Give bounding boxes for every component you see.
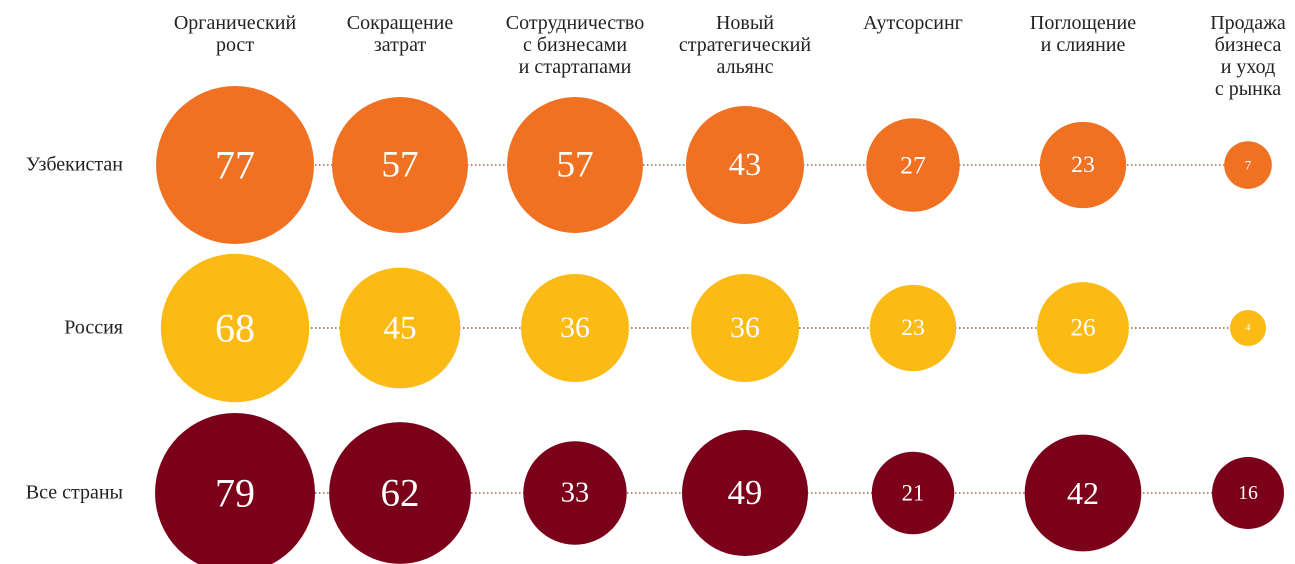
bubble <box>160 253 310 403</box>
bubble <box>339 267 461 389</box>
value-label: 23 <box>1071 152 1095 178</box>
value-label: 4 <box>1246 323 1251 334</box>
bubble <box>523 441 627 545</box>
value-label: 42 <box>1067 475 1099 511</box>
value-label: 45 <box>383 310 416 347</box>
bubble <box>1224 141 1272 189</box>
bubble <box>1212 457 1284 529</box>
bubble <box>1230 310 1266 346</box>
value-label: 27 <box>900 151 926 180</box>
bubble <box>685 105 805 225</box>
value-label: 33 <box>561 478 589 509</box>
value-label: 68 <box>215 306 255 351</box>
bubble <box>869 284 957 372</box>
value-label: 57 <box>556 145 593 186</box>
column-header: Органический рост <box>173 12 297 56</box>
value-label: 26 <box>1070 315 1095 342</box>
value-label: 57 <box>381 145 418 186</box>
column-header: Продажа бизнеса и уход с рынка <box>1210 12 1286 100</box>
bubble <box>329 422 471 564</box>
column-header: Поглощение и слияние <box>1029 12 1137 56</box>
bubble <box>155 413 315 564</box>
bubble <box>1037 282 1129 374</box>
row-label: Россия <box>64 316 123 339</box>
bubble <box>871 451 955 535</box>
value-label: 36 <box>560 312 590 344</box>
column-header: Сокращение затрат <box>346 12 454 56</box>
value-label: 16 <box>1238 482 1258 504</box>
bubble <box>682 430 808 556</box>
bubble <box>866 118 960 212</box>
bubble <box>1039 121 1127 209</box>
bubble <box>156 86 314 244</box>
value-label: 49 <box>728 474 763 512</box>
bubble <box>521 274 629 382</box>
column-header: Аутсорсинг <box>863 12 963 34</box>
bubble <box>332 97 468 233</box>
row-label: Узбекистан <box>26 153 123 176</box>
row-label: Все страны <box>25 481 123 504</box>
bubble <box>507 97 643 233</box>
bubble <box>691 274 799 382</box>
value-label: 79 <box>215 471 255 516</box>
value-label: 23 <box>901 315 925 341</box>
value-label: 36 <box>730 312 760 344</box>
bubble <box>1024 434 1142 552</box>
value-label: 7 <box>1245 158 1252 173</box>
value-label: 62 <box>381 472 420 515</box>
column-header: Новый стратегический альянс <box>678 12 812 78</box>
value-label: 77 <box>215 143 255 188</box>
column-header: Сотрудничество с бизнесами и стартапами <box>505 12 645 78</box>
value-label: 43 <box>729 147 761 183</box>
value-label: 21 <box>902 481 925 506</box>
